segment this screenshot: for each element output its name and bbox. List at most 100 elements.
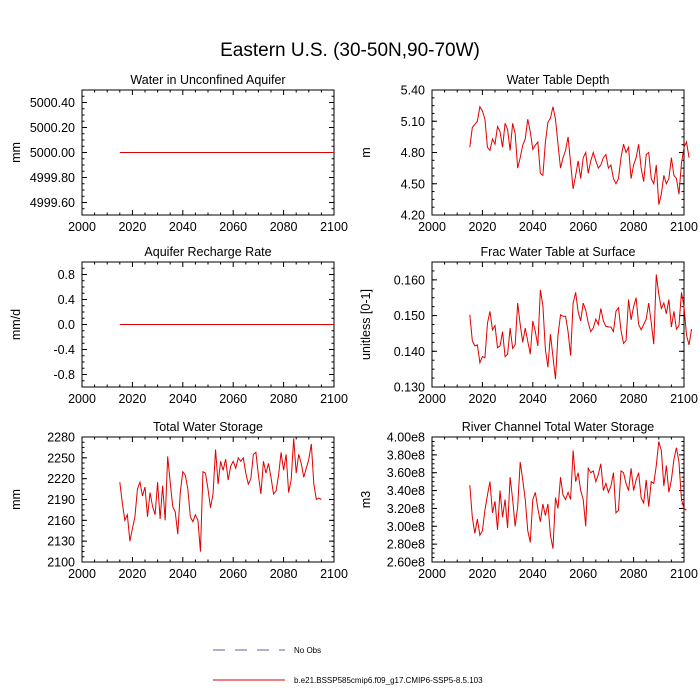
water-table-depth-xtick-label: 2060: [569, 220, 597, 234]
river-channel-storage-xtick-label: 2100: [670, 567, 698, 581]
river-channel-storage-xtick-label: 2020: [468, 567, 496, 581]
panel-total-water-storage: Total Water Storage mm 2000 2020 2040 2060 208…: [9, 420, 348, 581]
frac-water-table-title: Frac Water Table at Surface: [481, 245, 636, 259]
total-water-storage-ytick-label: 2160: [47, 514, 75, 528]
river-channel-storage-xtick-label: 2080: [620, 567, 648, 581]
total-water-storage-ytick-label: 2190: [47, 493, 75, 507]
frac-water-table-frame: [431, 261, 685, 388]
aquifer-water-xtick-label: 2020: [118, 220, 146, 234]
total-water-storage-ytick-label: 2250: [47, 451, 75, 465]
river-channel-storage-frame: [431, 436, 685, 563]
river-channel-storage-ytick-label: 3.20e8: [387, 502, 425, 516]
panel-frac-water-table: Frac Water Table at Surface unitless [0-1…: [359, 245, 698, 406]
panel-aquifer-water: Water in Unconfined Aquifer mm 2000 2020 204…: [9, 73, 348, 234]
aquifer-water-ytick-label: 5000.40: [30, 96, 75, 110]
total-water-storage-xtick-label: 2060: [219, 567, 247, 581]
water-table-depth-series-line: [469, 105, 690, 205]
aquifer-water-ytick-label: 5000.20: [30, 121, 75, 135]
recharge-rate-xtick-label: 2020: [118, 392, 146, 406]
recharge-rate-xtick-label: 2080: [270, 392, 298, 406]
river-channel-storage-ytick-label: 2.60e8: [387, 556, 425, 570]
panels: Water in Unconfined Aquifer mm 2000 2020 204…: [9, 73, 698, 581]
legend-no-obs-label: No Obs: [294, 646, 321, 655]
water-table-depth-frame: [431, 89, 685, 216]
frac-water-table-xtick-label: 2080: [620, 392, 648, 406]
recharge-rate-xtick-label: 2060: [219, 392, 247, 406]
aquifer-water-title: Water in Unconfined Aquifer: [130, 73, 285, 87]
total-water-storage-title: Total Water Storage: [153, 420, 263, 434]
panel-water-table-depth: Water Table Depth m 2000 2020 2040 2060 2080 21…: [359, 73, 698, 234]
river-channel-storage-xtick-label: 2040: [519, 567, 547, 581]
recharge-rate-ytick-label: 0.0: [58, 318, 75, 332]
frac-water-table-ylabel: unitless [0-1]: [359, 289, 373, 360]
water-table-depth-xtick-label: 2020: [468, 220, 496, 234]
aquifer-water-ytick-label: 5000.00: [30, 146, 75, 160]
legend: No Obs b.e21.BSSP585cmip6.f09_g17.CMIP6-…: [213, 646, 483, 685]
recharge-rate-xtick-label: 2000: [68, 392, 96, 406]
water-table-depth-ylabel: m: [359, 147, 373, 157]
aquifer-water-xtick-label: 2000: [68, 220, 96, 234]
water-table-depth-ytick-label: 4.80: [401, 146, 425, 160]
recharge-rate-ytick-label: -0.8: [53, 368, 75, 382]
recharge-rate-ytick-label: 0.4: [58, 293, 75, 307]
water-table-depth-xtick-label: 2040: [519, 220, 547, 234]
recharge-rate-ytick-label: -0.4: [53, 343, 75, 357]
frac-water-table-xtick-label: 2000: [418, 392, 446, 406]
river-channel-storage-title: River Channel Total Water Storage: [462, 420, 655, 434]
river-channel-storage-ylabel: m3: [359, 491, 373, 508]
water-table-depth-xtick-label: 2000: [418, 220, 446, 234]
aquifer-water-xtick-label: 2040: [169, 220, 197, 234]
legend-model-label: b.e21.BSSP585cmip6.f09_g17.CMIP6-SSP5-8.…: [294, 676, 483, 685]
total-water-storage-ytick-label: 2220: [47, 472, 75, 486]
recharge-rate-title: Aquifer Recharge Rate: [144, 245, 271, 259]
frac-water-table-xtick-label: 2020: [468, 392, 496, 406]
total-water-storage-ytick-label: 2130: [47, 535, 75, 549]
river-channel-storage-ytick-label: 3.60e8: [387, 466, 425, 480]
river-channel-storage-xtick-label: 2060: [569, 567, 597, 581]
aquifer-water-ytick-label: 4999.60: [30, 196, 75, 210]
total-water-storage-xtick-label: 2080: [270, 567, 298, 581]
river-channel-storage-xtick-label: 2000: [418, 567, 446, 581]
total-water-storage-ylabel: mm: [9, 489, 23, 510]
river-channel-storage-ytick-label: 3.00e8: [387, 520, 425, 534]
river-channel-storage-ytick-label: 3.40e8: [387, 484, 425, 498]
frac-water-table-xtick-label: 2100: [670, 392, 698, 406]
total-water-storage-xtick-label: 2000: [68, 567, 96, 581]
water-table-depth-ytick-label: 4.20: [401, 209, 425, 223]
aquifer-water-ylabel: mm: [9, 142, 23, 163]
total-water-storage-frame: [81, 436, 335, 563]
recharge-rate-xtick-label: 2100: [320, 392, 348, 406]
frac-water-table-series-line: [469, 274, 693, 380]
total-water-storage-ytick-label: 2100: [47, 556, 75, 570]
river-channel-storage-ytick-label: 4.00e8: [387, 431, 425, 445]
water-table-depth-ytick-label: 4.50: [401, 177, 425, 191]
frac-water-table-ytick-label: 0.160: [394, 273, 425, 287]
frac-water-table-xtick-label: 2060: [569, 392, 597, 406]
water-table-depth-xtick-label: 2100: [670, 220, 698, 234]
total-water-storage-ytick-label: 2280: [47, 431, 75, 445]
water-table-depth-ytick-label: 5.10: [401, 115, 425, 129]
river-channel-storage-series-line: [469, 441, 687, 549]
frac-water-table-xtick-label: 2040: [519, 392, 547, 406]
river-channel-storage-ytick-label: 3.80e8: [387, 448, 425, 462]
frac-water-table-ytick-label: 0.130: [394, 381, 425, 395]
recharge-rate-xtick-label: 2040: [169, 392, 197, 406]
panel-recharge-rate: Aquifer Recharge Rate mm/d 2000 2020 2040 206…: [9, 245, 348, 406]
river-channel-storage-ytick-label: 2.80e8: [387, 538, 425, 552]
total-water-storage-xtick-label: 2100: [320, 567, 348, 581]
aquifer-water-xtick-label: 2060: [219, 220, 247, 234]
total-water-storage-xtick-label: 2020: [118, 567, 146, 581]
water-table-depth-xtick-label: 2080: [620, 220, 648, 234]
aquifer-water-ytick-label: 4999.80: [30, 171, 75, 185]
water-table-depth-ytick-label: 5.40: [401, 84, 425, 98]
total-water-storage-series-line: [119, 438, 322, 552]
total-water-storage-xtick-label: 2040: [169, 567, 197, 581]
aquifer-water-xtick-label: 2080: [270, 220, 298, 234]
recharge-rate-ylabel: mm/d: [9, 309, 23, 340]
figure-title: Eastern U.S. (30-50N,90-70W): [220, 40, 480, 61]
frac-water-table-ytick-label: 0.140: [394, 345, 425, 359]
frac-water-table-ytick-label: 0.150: [394, 309, 425, 323]
water-table-depth-title: Water Table Depth: [507, 73, 610, 87]
